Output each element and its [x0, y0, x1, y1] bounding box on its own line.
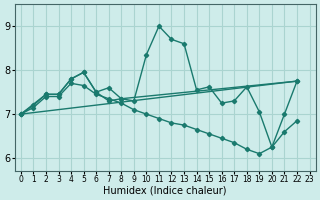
X-axis label: Humidex (Indice chaleur): Humidex (Indice chaleur)	[103, 186, 227, 196]
